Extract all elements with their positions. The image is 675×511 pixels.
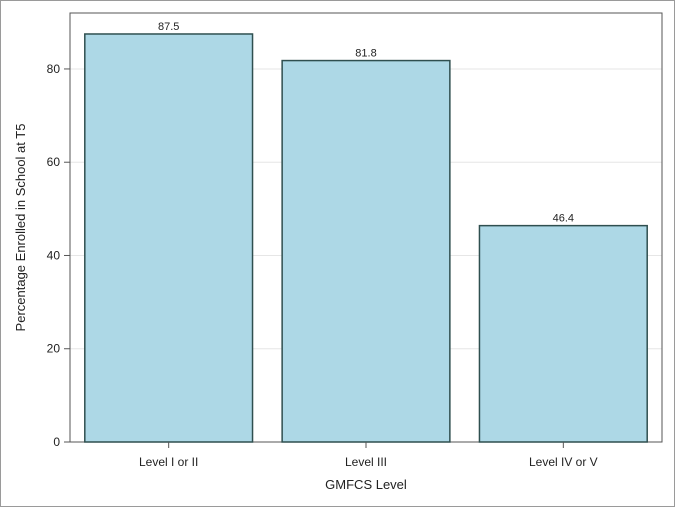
y-axis-title: Percentage Enrolled in School at T5 (13, 124, 28, 332)
bar-value-label: 81.8 (355, 48, 376, 60)
data-labels: 87.5 81.8 46.4 (158, 21, 574, 225)
bar (281, 59, 451, 443)
y-tick-label: 0 (53, 435, 60, 449)
y-tick-label: 20 (47, 342, 61, 356)
x-axis: Level I or II Level III Level IV or V (139, 442, 598, 469)
x-tick-label: Level I or II (139, 455, 198, 469)
x-tick-label: Level III (345, 455, 387, 469)
y-tick-label: 60 (47, 155, 61, 169)
bar (478, 224, 648, 443)
y-axis: 0 20 40 60 80 (47, 62, 70, 449)
bar-value-label: 46.4 (553, 213, 574, 225)
bars (84, 33, 648, 443)
y-tick-label: 80 (47, 62, 61, 76)
x-axis-title: GMFCS Level (325, 477, 407, 492)
x-tick-label: Level IV or V (529, 455, 598, 469)
bar (84, 33, 254, 443)
y-tick-label: 40 (47, 248, 61, 262)
bar-value-label: 87.5 (158, 21, 179, 33)
